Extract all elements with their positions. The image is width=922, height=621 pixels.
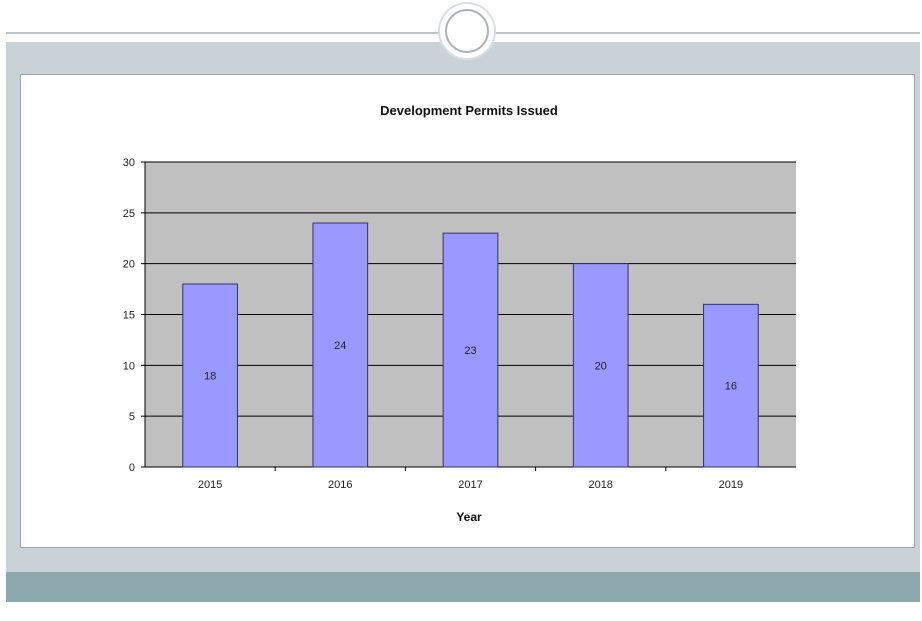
- bar-data-label: 23: [464, 345, 476, 357]
- y-tick-label: 15: [123, 310, 135, 322]
- bar-data-label: 18: [204, 371, 216, 383]
- bar: [442, 232, 499, 468]
- bar-chart: Development Permits Issued 0 5 10 15 20 25 30 1…: [123, 103, 796, 524]
- chart-title: Development Permits Issued: [380, 103, 558, 118]
- x-axis-title: Year: [456, 510, 482, 524]
- bar: [312, 222, 369, 468]
- bar-data-label: 20: [595, 360, 607, 372]
- x-tick-label: 2018: [588, 479, 612, 491]
- y-tick-label: 30: [123, 157, 135, 169]
- x-tick-label: 2016: [328, 479, 352, 491]
- y-tick-label: 25: [123, 208, 135, 220]
- y-tick-label: 10: [123, 360, 135, 372]
- bar-data-label: 24: [334, 340, 346, 352]
- y-tick-label: 20: [123, 259, 135, 271]
- bar: [572, 263, 629, 468]
- chart-panel: Development Permits Issued 0 5 10 15 20 25 30 1…: [20, 74, 915, 548]
- plot-area: 0 5 10 15 20 25 30 18 2015 24 2016 23 2017 20 2018 16 20…: [123, 157, 796, 491]
- x-tick-label: 2015: [198, 479, 222, 491]
- x-tick-label: 2019: [719, 479, 743, 491]
- bar-data-label: 16: [725, 381, 737, 393]
- slide-circle-ornament: [440, 4, 494, 58]
- x-tick-label: 2017: [458, 479, 482, 491]
- y-tick-label: 5: [129, 411, 135, 423]
- slide-bottom-bar: [6, 572, 920, 602]
- bar: [703, 303, 759, 468]
- y-tick-label: 0: [129, 462, 135, 474]
- bar: [182, 283, 238, 468]
